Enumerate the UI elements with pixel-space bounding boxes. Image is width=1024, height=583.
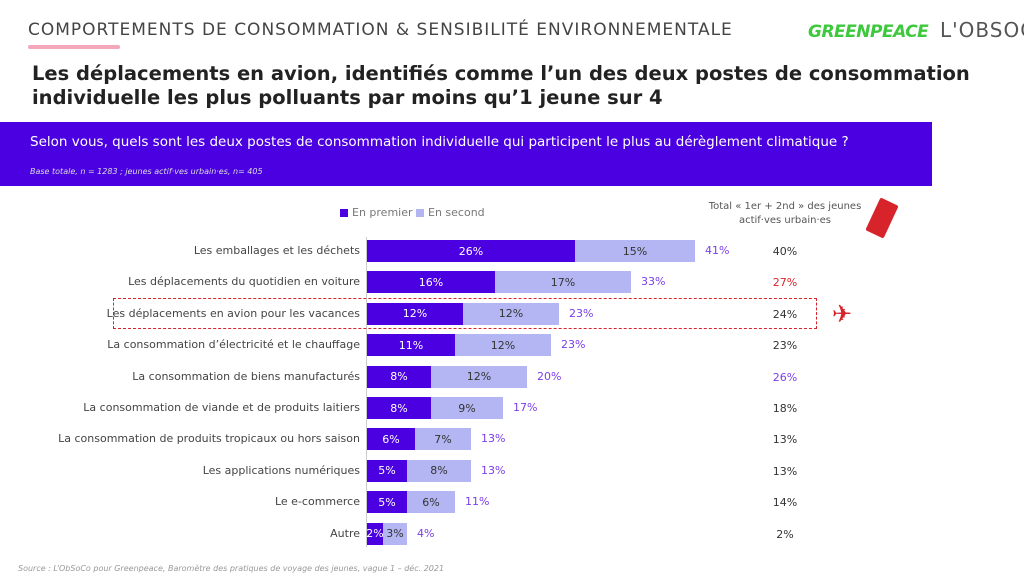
bar-second: 15%	[575, 240, 695, 262]
total-label: 20%	[537, 369, 562, 383]
total-label: 33%	[641, 275, 666, 289]
young-urban-total: 2%	[776, 527, 794, 541]
category-label: Les applications numériques	[202, 463, 360, 477]
kicker-underline	[28, 45, 120, 49]
young-urban-total: 14%	[772, 496, 798, 510]
greenpeace-logo: GREENPEACE	[808, 22, 929, 42]
category-label: Les déplacements du quotidien en voiture	[128, 275, 360, 289]
young-urban-total: 24%	[772, 307, 798, 321]
bar-second: 12%	[463, 302, 559, 325]
source-note: Source : L’ObSoCo pour Greenpeace, Barom…	[18, 564, 445, 573]
young-urban-header: Total « 1er + 2nd » des jeunes actif·ves…	[708, 201, 862, 226]
young-urban-total: 27%	[772, 276, 798, 290]
legend-first: En premier	[340, 206, 413, 219]
highlight-box	[113, 298, 817, 329]
category-label: La consommation de viande et de produits…	[83, 401, 360, 414]
bar-first: 16%	[367, 271, 495, 294]
bar-second: 17%	[495, 271, 631, 294]
bar-first: 8%	[367, 397, 431, 419]
base-text: Base totale, n = 1283 ; jeunes actif·ves…	[30, 167, 263, 176]
kicker: COMPORTEMENTS DE CONSOMMATION & SENSIBIL…	[28, 20, 733, 40]
bar-first: 12%	[367, 302, 463, 325]
total-label: 13%	[481, 463, 506, 477]
bar-second: 12%	[431, 365, 527, 388]
bar-first: 11%	[367, 334, 455, 357]
total-label: 13%	[481, 432, 506, 446]
question-banner	[0, 122, 932, 186]
airplane-icon: ✈	[832, 300, 853, 328]
page-title: Les déplacements en avion, identifiés co…	[32, 62, 970, 109]
question-text: Selon vous, quels sont les deux postes d…	[30, 134, 849, 150]
young-urban-total: 13%	[772, 464, 798, 478]
bar-second: 9%	[431, 397, 503, 419]
y-axis	[366, 237, 367, 547]
bar-first: 5%	[367, 491, 407, 514]
young-urban-total: 13%	[772, 433, 798, 447]
bar-first: 26%	[367, 240, 575, 262]
bar-first: 6%	[367, 428, 415, 451]
bar-second: 6%	[407, 491, 455, 514]
luggage-tag-icon	[865, 197, 899, 239]
legend-label: En second	[428, 206, 485, 219]
young-urban-total: 18%	[772, 402, 798, 415]
total-label: 4%	[417, 526, 435, 540]
legend-second: En second	[416, 206, 485, 219]
bar-second: 12%	[455, 334, 551, 357]
bar-second: 8%	[407, 459, 471, 482]
legend-swatch	[340, 209, 348, 217]
legend-swatch	[416, 209, 424, 217]
total-label: 41%	[705, 244, 730, 257]
category-label: Le e-commerce	[274, 495, 360, 509]
bar-second: 3%	[383, 522, 407, 545]
total-label: 17%	[513, 401, 538, 414]
total-label: 23%	[561, 338, 586, 352]
legend-label: En premier	[352, 206, 413, 219]
category-label: La consommation d’électricité et le chau…	[107, 338, 360, 352]
young-urban-total: 26%	[772, 370, 798, 384]
bar-first: 8%	[367, 365, 431, 388]
bar-first: 2%	[366, 522, 384, 545]
category-label: La consommation de produits tropicaux ou…	[58, 432, 360, 446]
category-label: La consommation de biens manufacturés	[132, 369, 360, 383]
category-label: Les déplacements en avion pour les vacan…	[106, 306, 360, 320]
total-label: 11%	[465, 495, 490, 509]
young-urban-total: 40%	[772, 245, 798, 258]
bar-second: 7%	[415, 428, 471, 451]
young-urban-total: 23%	[772, 339, 798, 353]
category-label: Autre	[330, 526, 360, 540]
obsoco-logo: L'OBSOCO	[940, 18, 1024, 42]
category-label: Les emballages et les déchets	[193, 244, 360, 257]
bar-first: 5%	[367, 459, 407, 482]
total-label: 23%	[569, 306, 594, 320]
